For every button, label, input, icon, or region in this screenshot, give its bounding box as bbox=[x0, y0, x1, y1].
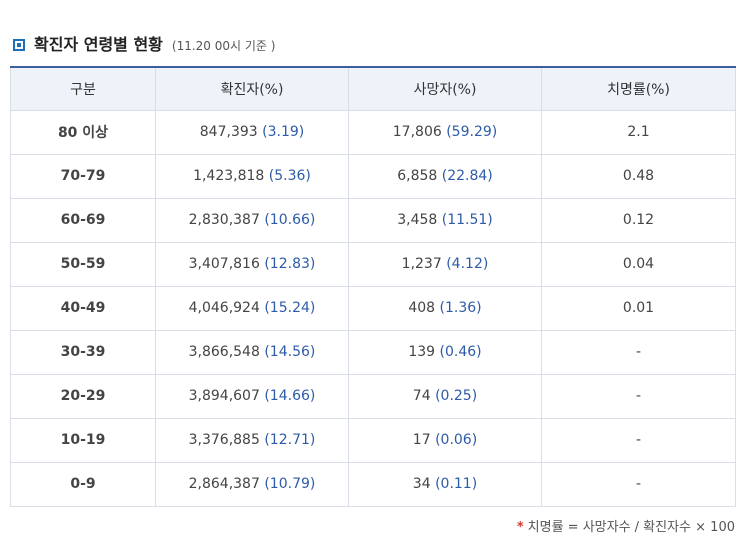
deaths-count: 74 bbox=[412, 388, 431, 404]
age-group-cell: 60-69 bbox=[10, 197, 156, 243]
cases-count: 847,393 bbox=[199, 124, 258, 140]
cases-cell: 2,830,387 (10.66) bbox=[155, 197, 349, 243]
deaths-cell: 34 (0.11) bbox=[348, 461, 542, 507]
cases-percent: (15.24) bbox=[264, 300, 316, 316]
header-category: 구분 bbox=[10, 67, 156, 111]
cases-cell: 3,407,816 (12.83) bbox=[155, 241, 349, 287]
page-title: 확진자 연령별 현황 bbox=[34, 35, 163, 54]
table-row: 40-49 4,046,924 (15.24) 408 (1.36) 0.01 bbox=[10, 285, 736, 331]
cases-count: 3,894,607 bbox=[188, 388, 260, 404]
deaths-count: 3,458 bbox=[397, 212, 438, 228]
cases-percent: (14.56) bbox=[264, 344, 316, 360]
square-bullet-icon bbox=[13, 39, 25, 51]
age-group-cell: 10-19 bbox=[10, 417, 156, 463]
deaths-cell: 3,458 (11.51) bbox=[348, 197, 542, 243]
cases-count: 1,423,818 bbox=[193, 168, 265, 184]
age-group-cell: 80 이상 bbox=[10, 109, 156, 155]
deaths-percent: (59.29) bbox=[446, 124, 498, 140]
cases-percent: (12.83) bbox=[264, 256, 316, 272]
footnote: * 치명률 = 사망자수 / 확진자수 × 100 bbox=[517, 516, 735, 535]
fatality-rate-cell: - bbox=[541, 461, 736, 507]
cases-count: 3,376,885 bbox=[188, 432, 260, 448]
deaths-cell: 74 (0.25) bbox=[348, 373, 542, 419]
fatality-rate-cell: 0.04 bbox=[541, 241, 736, 287]
fatality-rate-cell: - bbox=[541, 329, 736, 375]
fatality-rate-cell: - bbox=[541, 373, 736, 419]
cases-cell: 2,864,387 (10.79) bbox=[155, 461, 349, 507]
deaths-count: 1,237 bbox=[401, 256, 442, 272]
table-row: 70-79 1,423,818 (5.36) 6,858 (22.84) 0.48 bbox=[10, 153, 736, 199]
deaths-count: 34 bbox=[412, 476, 431, 492]
deaths-cell: 1,237 (4.12) bbox=[348, 241, 542, 287]
deaths-percent: (1.36) bbox=[439, 300, 482, 316]
header-fatality: 치명률(%) bbox=[541, 67, 736, 111]
age-group-cell: 50-59 bbox=[10, 241, 156, 287]
footnote-text: 치명률 = 사망자수 / 확진자수 × 100 bbox=[527, 520, 735, 535]
table-row: 0-9 2,864,387 (10.79) 34 (0.11) - bbox=[10, 461, 736, 507]
cases-percent: (10.79) bbox=[264, 476, 316, 492]
cases-cell: 847,393 (3.19) bbox=[155, 109, 349, 155]
deaths-cell: 17 (0.06) bbox=[348, 417, 542, 463]
footnote-marker: * bbox=[516, 520, 524, 535]
deaths-percent: (11.51) bbox=[441, 212, 493, 228]
cases-count: 3,407,816 bbox=[188, 256, 260, 272]
deaths-count: 139 bbox=[408, 344, 436, 360]
deaths-cell: 17,806 (59.29) bbox=[348, 109, 542, 155]
cases-percent: (5.36) bbox=[268, 168, 311, 184]
table-row: 50-59 3,407,816 (12.83) 1,237 (4.12) 0.04 bbox=[10, 241, 736, 287]
deaths-cell: 408 (1.36) bbox=[348, 285, 542, 331]
fatality-rate-cell: - bbox=[541, 417, 736, 463]
deaths-cell: 6,858 (22.84) bbox=[348, 153, 542, 199]
cases-percent: (14.66) bbox=[264, 388, 316, 404]
header-cases: 확진자(%) bbox=[155, 67, 349, 111]
deaths-percent: (22.84) bbox=[441, 168, 493, 184]
cases-count: 4,046,924 bbox=[188, 300, 260, 316]
deaths-percent: (4.12) bbox=[446, 256, 489, 272]
section-heading: 확진자 연령별 현황 (11.20 00시 기준 ) bbox=[13, 31, 275, 55]
age-group-cell: 20-29 bbox=[10, 373, 156, 419]
table-row: 20-29 3,894,607 (14.66) 74 (0.25) - bbox=[10, 373, 736, 419]
fatality-rate-cell: 2.1 bbox=[541, 109, 736, 155]
age-group-cell: 0-9 bbox=[10, 461, 156, 507]
header-deaths: 사망자(%) bbox=[348, 67, 542, 111]
cases-cell: 3,376,885 (12.71) bbox=[155, 417, 349, 463]
deaths-percent: (0.06) bbox=[435, 432, 478, 448]
table-row: 10-19 3,376,885 (12.71) 17 (0.06) - bbox=[10, 417, 736, 463]
deaths-cell: 139 (0.46) bbox=[348, 329, 542, 375]
cases-cell: 4,046,924 (15.24) bbox=[155, 285, 349, 331]
age-stats-table: 구분 확진자(%) 사망자(%) 치명률(%) 80 이상 847,393 (3.… bbox=[10, 66, 736, 507]
deaths-percent: (0.25) bbox=[435, 388, 478, 404]
deaths-count: 17 bbox=[412, 432, 431, 448]
deaths-count: 6,858 bbox=[397, 168, 438, 184]
cases-count: 3,866,548 bbox=[188, 344, 260, 360]
fatality-rate-cell: 0.12 bbox=[541, 197, 736, 243]
cases-count: 2,864,387 bbox=[188, 476, 260, 492]
deaths-percent: (0.11) bbox=[435, 476, 478, 492]
cases-percent: (3.19) bbox=[262, 124, 305, 140]
table-row: 80 이상 847,393 (3.19) 17,806 (59.29) 2.1 bbox=[10, 109, 736, 155]
deaths-count: 408 bbox=[408, 300, 436, 316]
deaths-percent: (0.46) bbox=[439, 344, 482, 360]
fatality-rate-cell: 0.48 bbox=[541, 153, 736, 199]
cases-cell: 3,894,607 (14.66) bbox=[155, 373, 349, 419]
age-group-cell: 70-79 bbox=[10, 153, 156, 199]
table-header-row: 구분 확진자(%) 사망자(%) 치명률(%) bbox=[10, 67, 736, 111]
age-group-cell: 40-49 bbox=[10, 285, 156, 331]
age-group-cell: 30-39 bbox=[10, 329, 156, 375]
cases-count: 2,830,387 bbox=[188, 212, 260, 228]
table-row: 30-39 3,866,548 (14.56) 139 (0.46) - bbox=[10, 329, 736, 375]
cases-percent: (12.71) bbox=[264, 432, 316, 448]
cases-cell: 3,866,548 (14.56) bbox=[155, 329, 349, 375]
deaths-count: 17,806 bbox=[392, 124, 442, 140]
fatality-rate-cell: 0.01 bbox=[541, 285, 736, 331]
reference-time: (11.20 00시 기준 ) bbox=[171, 39, 276, 53]
cases-percent: (10.66) bbox=[264, 212, 316, 228]
table-row: 60-69 2,830,387 (10.66) 3,458 (11.51) 0.12 bbox=[10, 197, 736, 243]
cases-cell: 1,423,818 (5.36) bbox=[155, 153, 349, 199]
